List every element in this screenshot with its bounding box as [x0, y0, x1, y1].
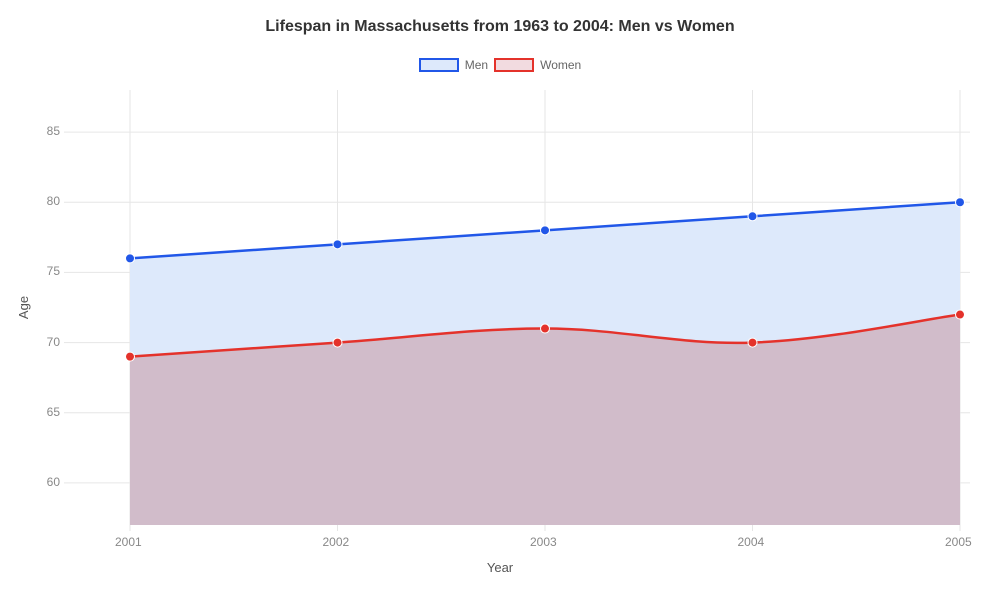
legend-label-women: Women [540, 58, 581, 72]
y-tick-label: 75 [47, 264, 60, 278]
y-tick-label: 60 [47, 475, 60, 489]
x-tick-label: 2004 [738, 535, 765, 549]
legend-swatch-men [419, 58, 459, 72]
plot-area [70, 90, 970, 525]
x-tick-label: 2003 [530, 535, 557, 549]
x-tick-label: 2002 [323, 535, 350, 549]
x-tick-label: 2005 [945, 535, 972, 549]
x-axis-label: Year [0, 560, 1000, 575]
y-axis-label: Age [16, 295, 31, 318]
chart-title: Lifespan in Massachusetts from 1963 to 2… [0, 18, 1000, 36]
y-tick-label: 80 [47, 194, 60, 208]
legend-swatch-women [494, 58, 534, 72]
y-tick-label: 65 [47, 405, 60, 419]
legend-item-men: Men [419, 58, 488, 72]
legend: Men Women [0, 58, 1000, 72]
y-tick-label: 85 [47, 124, 60, 138]
y-tick-label: 70 [47, 335, 60, 349]
x-tick-label: 2001 [115, 535, 142, 549]
chart-container: Lifespan in Massachusetts from 1963 to 2… [0, 0, 1000, 600]
legend-item-women: Women [494, 58, 581, 72]
legend-label-men: Men [465, 58, 488, 72]
